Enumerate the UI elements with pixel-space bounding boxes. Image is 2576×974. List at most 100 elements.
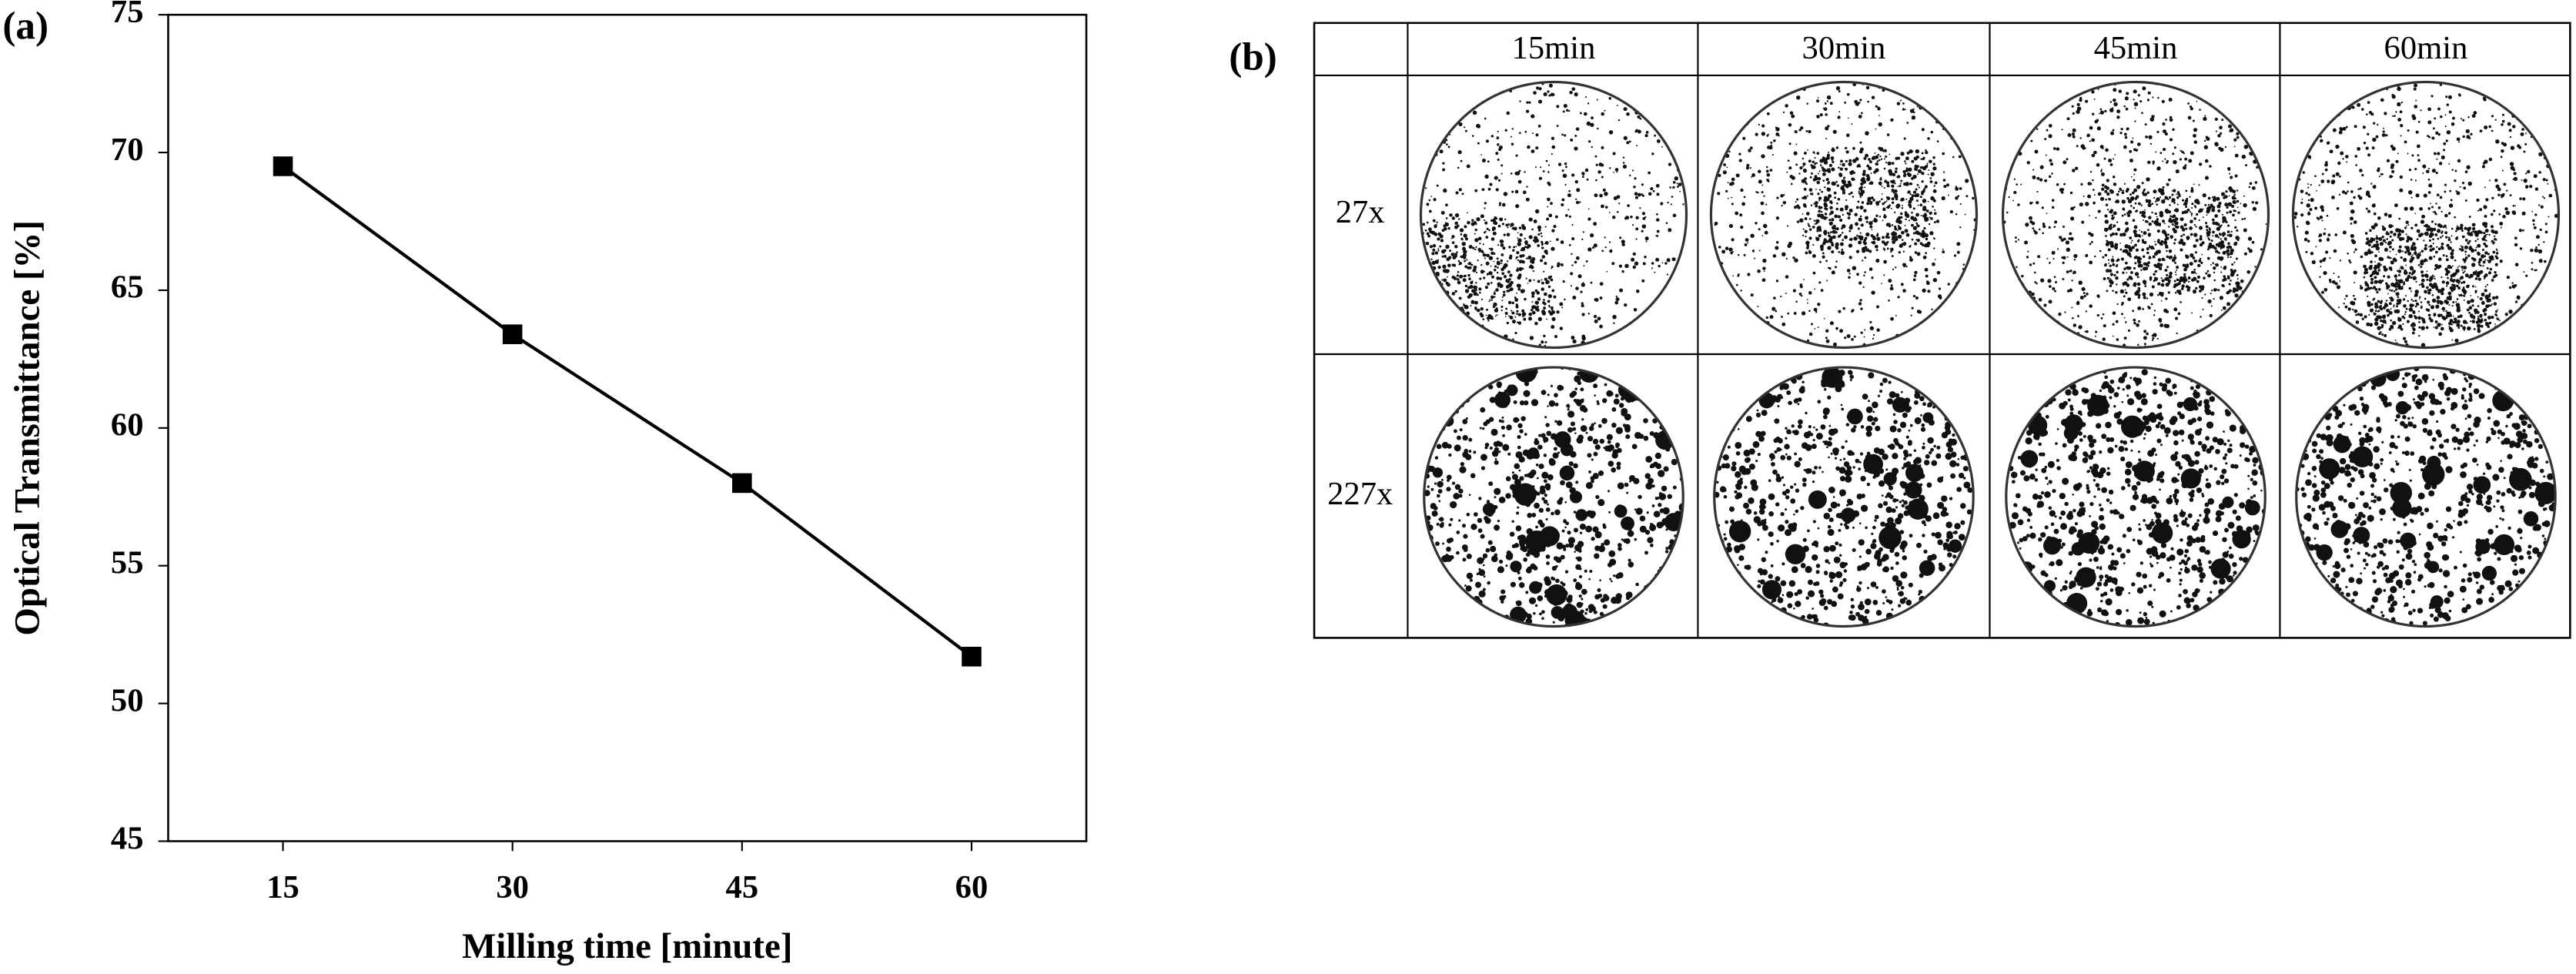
speckle [2538, 334, 2542, 337]
speckle [2454, 169, 2457, 172]
speckle [2459, 226, 2464, 230]
speckle [1897, 296, 1900, 299]
speckle [2403, 283, 2406, 286]
speckle [1474, 300, 1478, 305]
speckle [2294, 251, 2298, 254]
speckle [1580, 290, 1583, 293]
speckle [1812, 243, 1815, 246]
speckle [2198, 209, 2201, 213]
speckle [1955, 213, 1958, 216]
speckle [2377, 216, 2381, 220]
speckle [1658, 264, 1661, 268]
speckle [2187, 115, 2192, 120]
speckle [1914, 216, 1917, 219]
speckle [2522, 229, 2524, 232]
speckle [1791, 176, 1795, 180]
speckle [1510, 223, 1514, 227]
speckle [1436, 184, 1439, 187]
speckle [2236, 278, 2239, 280]
speckle [1614, 300, 1619, 305]
speckle [2149, 246, 2151, 249]
speckle [1553, 225, 1557, 229]
speckle [2136, 323, 2139, 327]
speckle [1875, 214, 1878, 217]
speckle [2123, 182, 2126, 185]
speckle [1864, 236, 1868, 240]
row-header: 27x [1336, 194, 1385, 230]
speckle [2531, 126, 2533, 129]
speckle [2025, 223, 2029, 227]
speckle [2443, 142, 2447, 146]
speckle [1540, 259, 1544, 263]
speckle [1911, 182, 1913, 185]
speckle [1772, 254, 1777, 258]
speckle [1494, 315, 1497, 317]
speckle [2166, 249, 2168, 253]
speckle [1927, 173, 1929, 176]
speckle [1503, 275, 1507, 279]
speckle [1826, 100, 1829, 102]
speckle [1430, 258, 1433, 261]
speckle [2109, 162, 2113, 166]
speckle [1528, 316, 1533, 321]
speckle [2477, 329, 2481, 333]
speckle [2295, 297, 2298, 300]
speckle [2417, 316, 2421, 320]
speckle [2077, 315, 2079, 317]
speckle [2364, 232, 2368, 235]
speckle [1472, 325, 1477, 330]
speckle [1501, 296, 1504, 298]
speckle [1485, 139, 1490, 143]
speckle [2535, 95, 2538, 97]
speckle [1964, 135, 1969, 139]
speckle [2163, 223, 2166, 225]
speckle [2160, 266, 2163, 268]
speckle [1871, 241, 1873, 244]
speckle [2377, 167, 2380, 170]
speckle [2260, 103, 2264, 108]
speckle [1641, 212, 1646, 216]
speckle [1493, 292, 1497, 295]
speckle [1543, 299, 1545, 301]
speckle [2302, 273, 2304, 276]
speckle [2354, 248, 2357, 251]
speckle [1922, 157, 1925, 161]
speckle [1864, 246, 1868, 249]
speckle [2050, 102, 2053, 105]
speckle [2543, 241, 2545, 243]
speckle [1769, 169, 1773, 172]
speckle [1924, 185, 1928, 189]
speckle [1611, 215, 1616, 219]
speckle [1791, 114, 1795, 119]
speckle [2247, 236, 2253, 241]
speckle [1437, 115, 1442, 119]
speckle [2167, 179, 2170, 181]
speckle [2119, 248, 2123, 251]
speckle [1815, 162, 1818, 165]
speckle [1758, 169, 1761, 174]
speckle [2083, 295, 2086, 298]
speckle [2393, 290, 2396, 293]
speckle [2143, 214, 2146, 219]
speckle [2173, 254, 2176, 256]
speckle [2467, 326, 2471, 331]
speckle [1598, 162, 1603, 167]
speckle [1524, 242, 1528, 246]
speckle [1761, 132, 1766, 136]
speckle [2260, 92, 2263, 95]
speckle [2456, 320, 2461, 324]
speckle [1972, 303, 1975, 306]
speckle [2050, 320, 2054, 325]
speckle [2212, 263, 2214, 265]
speckle [2350, 223, 2353, 225]
speckle [1613, 322, 1615, 324]
speckle [2336, 285, 2341, 290]
speckle [1730, 106, 1734, 110]
speckle [2230, 90, 2233, 93]
speckle [2089, 140, 2091, 142]
speckle [2531, 268, 2534, 271]
speckle [1890, 82, 1895, 85]
speckle [1872, 156, 1876, 160]
speckle [2128, 266, 2132, 270]
speckle [1860, 224, 1862, 226]
